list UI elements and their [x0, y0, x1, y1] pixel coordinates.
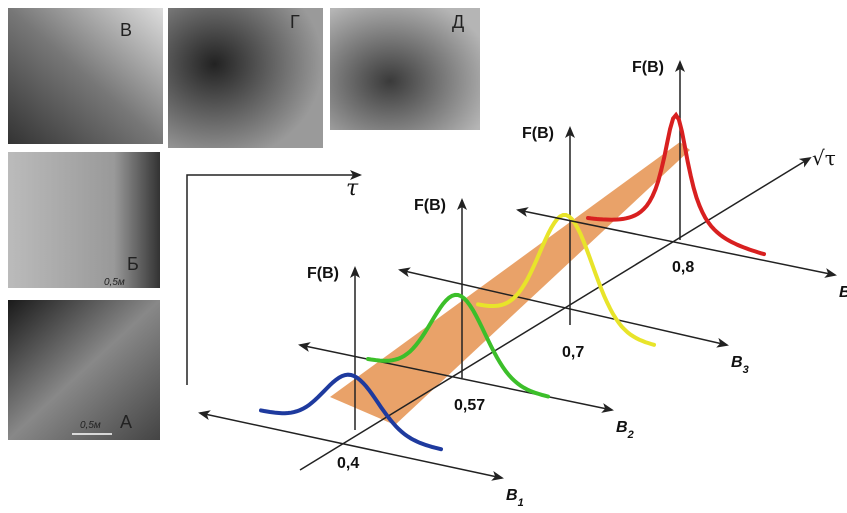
scale-label: 0,5м — [104, 277, 125, 288]
b-axis-label: B2 — [616, 419, 634, 441]
panel-label: А — [120, 412, 132, 432]
micrograph — [168, 8, 323, 148]
scale-label: 0,5м — [80, 420, 101, 431]
f-axis-label: F(B) — [414, 197, 446, 214]
f-axis-label: F(B) — [632, 59, 664, 76]
b-axis-label: B1 — [506, 487, 524, 509]
peak-value: 0,57 — [454, 397, 485, 414]
b-axis-label: B3 — [731, 354, 749, 376]
time-axis-label: τ — [346, 176, 359, 201]
sqrt-axis — [300, 158, 810, 470]
peak-value: 0,8 — [672, 259, 694, 276]
f-axis-label: F(B) — [307, 265, 339, 282]
f-axis-label: F(B) — [522, 125, 554, 142]
b-axis-subscript: 2 — [627, 429, 634, 441]
figure: В Г Д Б 0,5м А 0,5м τ √τ F(B) 0,4 B1 F(B) 0,… — [0, 0, 847, 513]
micrograph — [8, 300, 160, 440]
peak-value: 0,4 — [337, 455, 359, 472]
panel-label: В — [120, 20, 132, 40]
panel-label: Б — [127, 254, 139, 274]
panel-label: Г — [290, 12, 300, 32]
panel-label: Д — [452, 12, 464, 32]
distribution-curve — [588, 115, 764, 254]
peak-value: 0,7 — [562, 344, 584, 361]
micrograph — [8, 8, 163, 144]
b-axis-label: B4 — [839, 284, 847, 306]
ribbon — [330, 142, 690, 425]
b-axis-subscript: 1 — [518, 497, 524, 509]
b-axis-subscript: 3 — [743, 364, 749, 376]
sqrt-axis-label: √τ — [812, 146, 836, 170]
